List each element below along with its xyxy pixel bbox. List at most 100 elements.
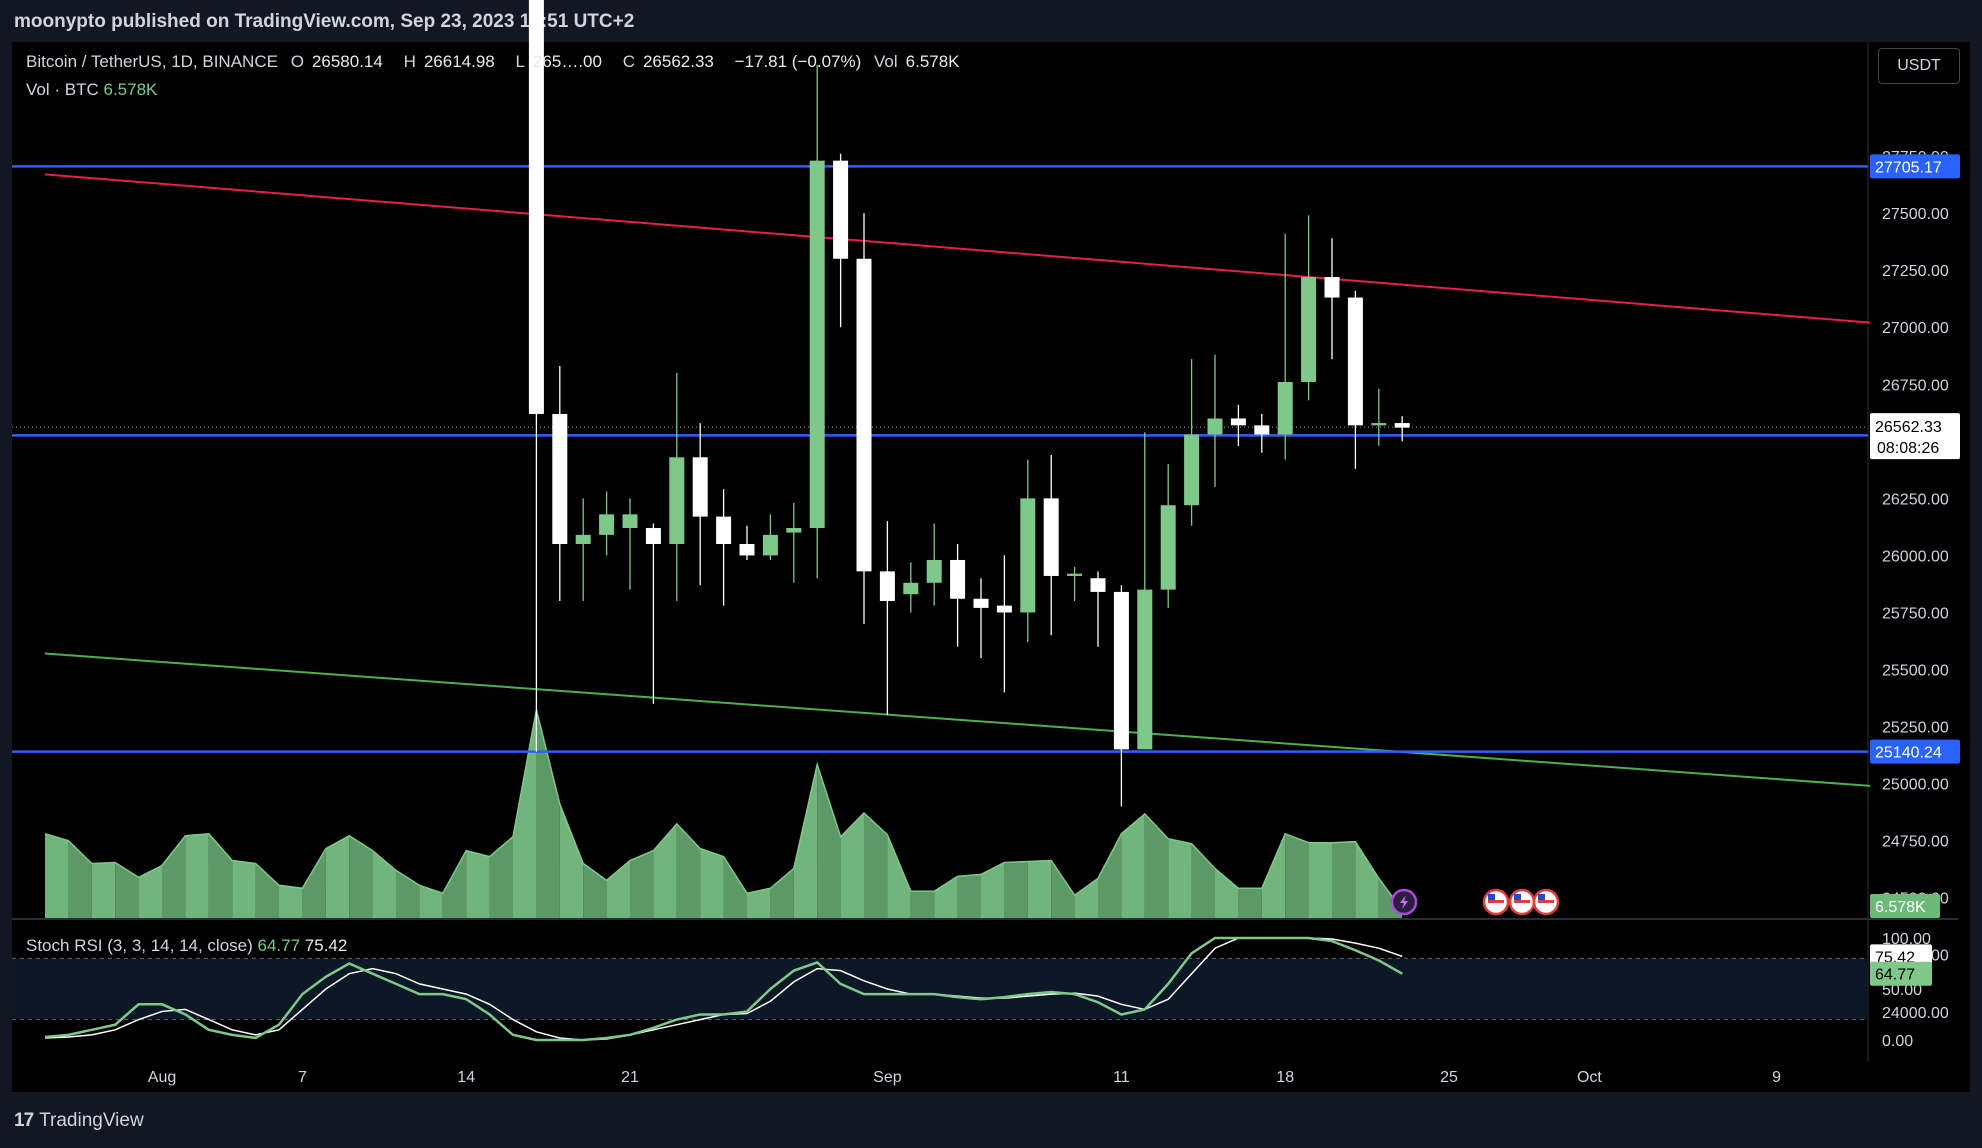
candle-body[interactable] <box>552 413 568 544</box>
candle-body[interactable] <box>1207 418 1223 435</box>
volume-area-segment <box>255 863 279 918</box>
volume-area-segment <box>1355 841 1379 918</box>
volume-area-segment <box>606 860 630 918</box>
candle-body[interactable] <box>599 514 615 535</box>
stoch-k-tag <box>1870 961 1932 986</box>
candle-body[interactable] <box>1371 423 1387 426</box>
candle-body[interactable] <box>879 571 895 602</box>
volume-area-segment <box>957 874 981 918</box>
price-tick-label: 26000.00 <box>1882 548 1949 565</box>
volume-area-segment <box>676 823 701 918</box>
time-tick-label: Oct <box>1577 1069 1602 1086</box>
level-price-label: 25140.24 <box>1875 745 1942 762</box>
symbol-legend: Bitcoin / TetherUS, 1D, BINANCE O 26580.1… <box>26 52 976 72</box>
ohlc-open: O 26580.14 <box>290 52 383 71</box>
stoch-k-line <box>44 936 1403 1042</box>
price-tick-label: 24750.00 <box>1882 834 1949 851</box>
candle-body[interactable] <box>1301 277 1317 382</box>
candle-body[interactable] <box>1230 418 1246 426</box>
upper-trendline[interactable] <box>44 173 1871 324</box>
candle-body[interactable] <box>1020 498 1036 613</box>
tradingview-logo[interactable]: 17 TradingView <box>14 1110 144 1132</box>
volume-area-segment <box>1285 833 1309 918</box>
volume-area-segment <box>840 812 864 918</box>
candle-body[interactable] <box>692 457 708 517</box>
candle-body[interactable] <box>622 514 638 529</box>
candle-body[interactable] <box>716 516 732 544</box>
candle-body[interactable] <box>903 582 919 595</box>
candle-body[interactable] <box>739 544 755 556</box>
flag-canton <box>1488 894 1495 900</box>
candle-body[interactable] <box>926 559 942 583</box>
last-price-label: 26562.33 <box>1875 419 1942 436</box>
flag-canton <box>1514 894 1521 900</box>
candle-body[interactable] <box>669 457 685 544</box>
candle-body[interactable] <box>575 534 591 544</box>
symbol-title[interactable]: Bitcoin / TetherUS, 1D, BINANCE <box>26 52 278 71</box>
stoch-tick-label: 0.00 <box>1882 1033 1913 1050</box>
candle-body[interactable] <box>950 559 966 599</box>
candle-body[interactable] <box>528 0 544 414</box>
stoch-rsi-label[interactable]: Stoch RSI (3, 3, 14, 14, close) <box>26 936 253 955</box>
candle-body[interactable] <box>1394 423 1410 428</box>
volume-area-segment <box>723 856 747 918</box>
candle-body[interactable] <box>1090 578 1106 592</box>
candle-body[interactable] <box>1254 425 1270 435</box>
price-tick-label: 26250.00 <box>1882 491 1949 508</box>
volume-area-outline <box>44 709 1403 911</box>
candle-body[interactable] <box>1277 381 1293 435</box>
time-tick-label: 11 <box>1113 1069 1130 1086</box>
stoch-tick-label: 50.00 <box>1882 982 1922 999</box>
volume-area-segment <box>1074 878 1098 918</box>
candle-body[interactable] <box>786 528 802 533</box>
volume-area-segment <box>185 833 209 918</box>
candle-body[interactable] <box>833 160 849 259</box>
time-tick-label: 7 <box>298 1069 307 1086</box>
volume-area-segment <box>1168 838 1192 918</box>
currency-button[interactable]: USDT <box>1878 48 1960 84</box>
volume-area-segment <box>1121 813 1145 918</box>
ohlc-low: L 265….00 <box>515 52 602 71</box>
volume-area-segment <box>910 891 935 918</box>
volume-legend-label[interactable]: Vol · BTC <box>26 80 99 99</box>
time-tick-label: 14 <box>457 1069 475 1086</box>
price-tick-label: 26750.00 <box>1882 377 1949 394</box>
candle-body[interactable] <box>973 598 989 608</box>
candle-body[interactable] <box>1137 589 1153 750</box>
level-price-tag <box>1870 154 1960 179</box>
volume-area-segment <box>489 836 513 918</box>
volume-area-segment <box>115 862 139 918</box>
volume-area-segment <box>1144 813 1169 918</box>
lower-trendline[interactable] <box>44 652 1871 787</box>
level-price-tag <box>1870 739 1960 764</box>
tradingview-brand: TradingView <box>39 1110 144 1131</box>
candle-body[interactable] <box>1113 591 1129 750</box>
volume-value-tag <box>1870 894 1940 918</box>
candle-body[interactable] <box>1043 498 1059 576</box>
time-tick-label: 9 <box>1772 1069 1781 1086</box>
volume-area-segment <box>232 860 256 918</box>
candle-body[interactable] <box>645 528 661 544</box>
candle-body[interactable] <box>996 605 1012 613</box>
candle-body[interactable] <box>856 258 872 572</box>
stoch-k-tag-label: 64.77 <box>1875 967 1915 984</box>
volume-area-segment <box>559 804 584 918</box>
volume-area-segment <box>372 850 396 918</box>
stoch-tick-label: 100.00 <box>1882 931 1931 948</box>
volume-area-segment <box>981 862 1005 918</box>
candle-body[interactable] <box>1184 434 1200 506</box>
volume-area-segment <box>442 850 467 918</box>
volume-area-segment <box>1238 888 1262 918</box>
candle-body[interactable] <box>762 534 778 556</box>
volume-area-segment <box>162 835 186 918</box>
volume-area-segment <box>349 835 373 918</box>
price-tick-label: 27000.00 <box>1882 320 1949 337</box>
stoch-rsi-k-value: 64.77 <box>257 936 301 955</box>
candle-body[interactable] <box>1067 573 1083 576</box>
candle-body[interactable] <box>1347 297 1363 426</box>
candle-body[interactable] <box>809 160 825 529</box>
candle-body[interactable] <box>1324 277 1340 298</box>
publish-info: moonypto published on TradingView.com, S… <box>14 11 635 32</box>
candle-body[interactable] <box>1160 505 1176 590</box>
